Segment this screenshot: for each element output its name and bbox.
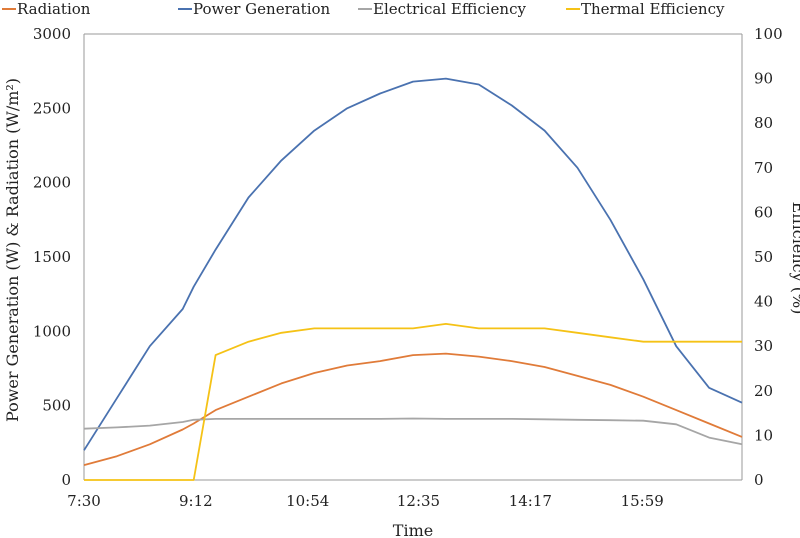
series-line-radiation <box>83 352 743 466</box>
x-tick-label: 10:54 <box>286 492 329 510</box>
y-left-tick-label: 3000 <box>33 25 71 43</box>
series-line-power-generation <box>83 77 743 451</box>
y-right-tick-label: 50 <box>754 248 773 266</box>
y-left-tick-label: 2500 <box>33 99 71 117</box>
legend-label-power-generation: Power Generation <box>193 0 331 18</box>
y-right-tick-label: 10 <box>754 426 773 444</box>
y-left-tick-label: 2000 <box>33 174 71 192</box>
y-left-axis-title: Power Generation (W) & Radiation (W/m²) <box>3 78 22 422</box>
y-left-tick-label: 0 <box>61 471 71 489</box>
legend-label-electrical-efficiency: Electrical Efficiency <box>373 0 526 18</box>
x-tick-label: 15:59 <box>621 492 664 510</box>
x-axis-title: Time <box>393 521 433 538</box>
y-left-axis-ticks: 0 500 1000 1500 2000 2500 3000 <box>33 25 71 489</box>
y-right-tick-label: 90 <box>754 70 773 88</box>
x-tick-label: 14:17 <box>509 492 552 510</box>
y-right-tick-label: 0 <box>754 471 764 489</box>
y-right-tick-label: 40 <box>754 293 773 311</box>
y-left-tick-label: 1500 <box>33 248 71 266</box>
y-right-axis-title: Efficiency (%) <box>789 202 800 315</box>
series-line-electrical-efficiency <box>83 417 743 446</box>
legend-label-thermal-efficiency: Thermal Efficiency <box>581 0 725 18</box>
y-right-axis-ticks: 0 10 20 30 40 50 60 70 80 90 100 <box>754 25 783 489</box>
legend-label-radiation: Radiation <box>17 0 91 18</box>
legend: Radiation Power Generation Electrical Effi… <box>2 0 725 18</box>
y-right-tick-label: 70 <box>754 159 773 177</box>
x-tick-label: 9:12 <box>179 492 213 510</box>
x-axis-ticks: 7:30 9:12 10:54 12:35 14:17 15:59 <box>67 492 664 510</box>
y-left-tick-label: 1000 <box>33 322 71 340</box>
y-right-tick-label: 100 <box>754 25 783 43</box>
y-left-tick-label: 500 <box>42 397 71 415</box>
x-tick-label: 12:35 <box>397 492 440 510</box>
series-line-thermal-efficiency <box>84 323 742 481</box>
y-right-tick-label: 80 <box>754 114 773 132</box>
series-layer <box>83 77 743 481</box>
y-right-tick-label: 60 <box>754 203 773 221</box>
plot-area <box>83 33 743 481</box>
y-right-tick-label: 30 <box>754 337 773 355</box>
y-right-tick-label: 20 <box>754 382 773 400</box>
x-tick-label: 7:30 <box>67 492 101 510</box>
